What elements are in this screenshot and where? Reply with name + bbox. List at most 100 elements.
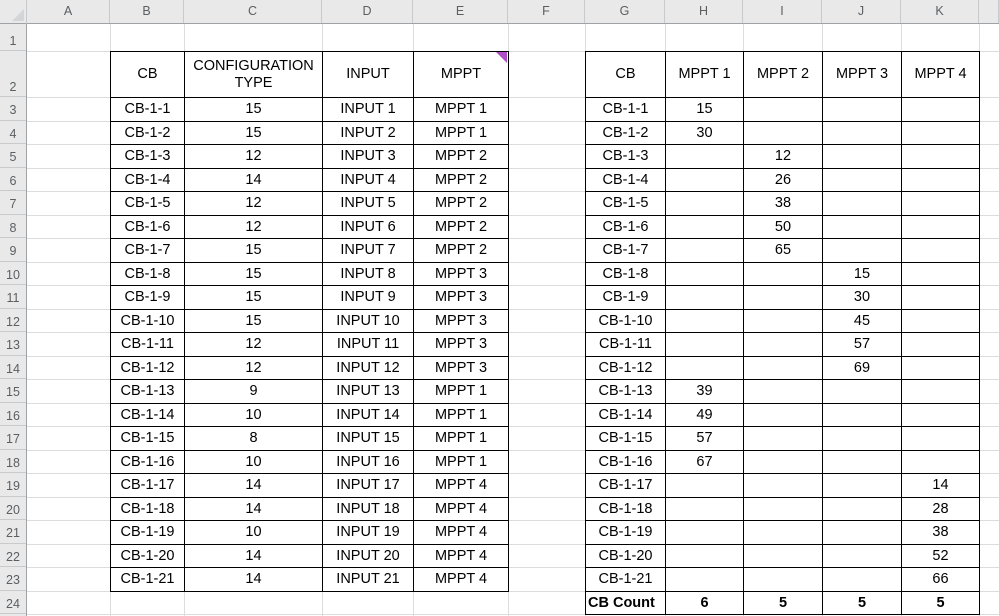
cell-H16[interactable]: 49 bbox=[665, 402, 744, 427]
cell-H14[interactable] bbox=[665, 355, 744, 380]
cell-J4[interactable] bbox=[822, 120, 902, 145]
cell-H2[interactable]: MPPT 1 bbox=[665, 51, 744, 98]
cell-B9[interactable]: CB-1-7 bbox=[110, 238, 185, 263]
row-header-12[interactable]: 12 bbox=[0, 309, 26, 332]
cell-C15[interactable]: 9 bbox=[184, 379, 323, 404]
cell-I23[interactable] bbox=[743, 567, 823, 592]
cell-C12[interactable]: 15 bbox=[184, 308, 323, 333]
row-header-2[interactable]: 2 bbox=[0, 51, 26, 97]
cell-I11[interactable] bbox=[743, 285, 823, 310]
select-all-button[interactable] bbox=[0, 0, 27, 24]
cell-B8[interactable]: CB-1-6 bbox=[110, 214, 185, 239]
cell-I22[interactable] bbox=[743, 543, 823, 568]
cell-G2[interactable]: CB bbox=[585, 51, 666, 98]
cell-G23[interactable]: CB-1-21 bbox=[585, 567, 666, 592]
cell-D3[interactable]: INPUT 1 bbox=[322, 97, 414, 122]
cell-H18[interactable]: 67 bbox=[665, 449, 744, 474]
cell-I18[interactable] bbox=[743, 449, 823, 474]
cell-I9[interactable]: 65 bbox=[743, 238, 823, 263]
cell-H4[interactable]: 30 bbox=[665, 120, 744, 145]
cell-G3[interactable]: CB-1-1 bbox=[585, 97, 666, 122]
row-header-7[interactable]: 7 bbox=[0, 191, 26, 215]
cell-B15[interactable]: CB-1-13 bbox=[110, 379, 185, 404]
cell-K11[interactable] bbox=[901, 285, 980, 310]
cell-J2[interactable]: MPPT 3 bbox=[822, 51, 902, 98]
cell-C10[interactable]: 15 bbox=[184, 261, 323, 286]
row-header-22[interactable]: 22 bbox=[0, 544, 26, 567]
cell-H22[interactable] bbox=[665, 543, 744, 568]
cell-I14[interactable] bbox=[743, 355, 823, 380]
cell-G10[interactable]: CB-1-8 bbox=[585, 261, 666, 286]
cell-I10[interactable] bbox=[743, 261, 823, 286]
cell-H23[interactable] bbox=[665, 567, 744, 592]
cell-K9[interactable] bbox=[901, 238, 980, 263]
cell-I5[interactable]: 12 bbox=[743, 144, 823, 169]
column-header-H[interactable]: H bbox=[665, 0, 743, 23]
cell-K7[interactable] bbox=[901, 191, 980, 216]
row-header-14[interactable]: 14 bbox=[0, 356, 26, 379]
cell-G20[interactable]: CB-1-18 bbox=[585, 496, 666, 521]
cell-G22[interactable]: CB-1-20 bbox=[585, 543, 666, 568]
cell-B6[interactable]: CB-1-4 bbox=[110, 167, 185, 192]
cell-D6[interactable]: INPUT 4 bbox=[322, 167, 414, 192]
cell-H12[interactable] bbox=[665, 308, 744, 333]
cell-D2[interactable]: INPUT bbox=[322, 51, 414, 98]
cell-B22[interactable]: CB-1-20 bbox=[110, 543, 185, 568]
cell-C6[interactable]: 14 bbox=[184, 167, 323, 192]
cell-H19[interactable] bbox=[665, 473, 744, 498]
cell-E13[interactable]: MPPT 3 bbox=[413, 332, 509, 357]
cell-K17[interactable] bbox=[901, 426, 980, 451]
cell-G11[interactable]: CB-1-9 bbox=[585, 285, 666, 310]
cell-J3[interactable] bbox=[822, 97, 902, 122]
cell-H15[interactable]: 39 bbox=[665, 379, 744, 404]
cell-G24[interactable]: CB Count bbox=[585, 590, 666, 615]
cell-B4[interactable]: CB-1-2 bbox=[110, 120, 185, 145]
cell-J12[interactable]: 45 bbox=[822, 308, 902, 333]
cell-H3[interactable]: 15 bbox=[665, 97, 744, 122]
cell-E14[interactable]: MPPT 3 bbox=[413, 355, 509, 380]
cell-C22[interactable]: 14 bbox=[184, 543, 323, 568]
cell-D12[interactable]: INPUT 10 bbox=[322, 308, 414, 333]
cell-K18[interactable] bbox=[901, 449, 980, 474]
cell-E20[interactable]: MPPT 4 bbox=[413, 496, 509, 521]
cell-C13[interactable]: 12 bbox=[184, 332, 323, 357]
column-header-I[interactable]: I bbox=[743, 0, 822, 23]
column-header-K[interactable]: K bbox=[901, 0, 979, 23]
cell-C4[interactable]: 15 bbox=[184, 120, 323, 145]
cell-E23[interactable]: MPPT 4 bbox=[413, 567, 509, 592]
cell-I15[interactable] bbox=[743, 379, 823, 404]
cell-K8[interactable] bbox=[901, 214, 980, 239]
cell-J17[interactable] bbox=[822, 426, 902, 451]
cell-K21[interactable]: 38 bbox=[901, 520, 980, 545]
cell-C3[interactable]: 15 bbox=[184, 97, 323, 122]
cell-C5[interactable]: 12 bbox=[184, 144, 323, 169]
row-header-23[interactable]: 23 bbox=[0, 567, 26, 591]
row-header-17[interactable]: 17 bbox=[0, 426, 26, 450]
cell-H9[interactable] bbox=[665, 238, 744, 263]
cell-D5[interactable]: INPUT 3 bbox=[322, 144, 414, 169]
cell-J18[interactable] bbox=[822, 449, 902, 474]
cell-E12[interactable]: MPPT 3 bbox=[413, 308, 509, 333]
cell-I20[interactable] bbox=[743, 496, 823, 521]
cell-C18[interactable]: 10 bbox=[184, 449, 323, 474]
row-header-20[interactable]: 20 bbox=[0, 497, 26, 520]
row-header-4[interactable]: 4 bbox=[0, 121, 26, 144]
column-header-stub[interactable] bbox=[979, 0, 999, 23]
cell-D9[interactable]: INPUT 7 bbox=[322, 238, 414, 263]
cell-D18[interactable]: INPUT 16 bbox=[322, 449, 414, 474]
cell-H24[interactable]: 6 bbox=[665, 590, 744, 615]
cell-J24[interactable]: 5 bbox=[822, 590, 902, 615]
cell-B21[interactable]: CB-1-19 bbox=[110, 520, 185, 545]
row-header-10[interactable]: 10 bbox=[0, 262, 26, 285]
cell-D8[interactable]: INPUT 6 bbox=[322, 214, 414, 239]
column-header-E[interactable]: E bbox=[413, 0, 508, 23]
row-header-1[interactable]: 1 bbox=[0, 24, 26, 51]
cell-K2[interactable]: MPPT 4 bbox=[901, 51, 980, 98]
cell-I7[interactable]: 38 bbox=[743, 191, 823, 216]
cell-K14[interactable] bbox=[901, 355, 980, 380]
cell-K6[interactable] bbox=[901, 167, 980, 192]
cell-B19[interactable]: CB-1-17 bbox=[110, 473, 185, 498]
cell-H7[interactable] bbox=[665, 191, 744, 216]
cell-D4[interactable]: INPUT 2 bbox=[322, 120, 414, 145]
row-header-24[interactable]: 24 bbox=[0, 591, 26, 614]
